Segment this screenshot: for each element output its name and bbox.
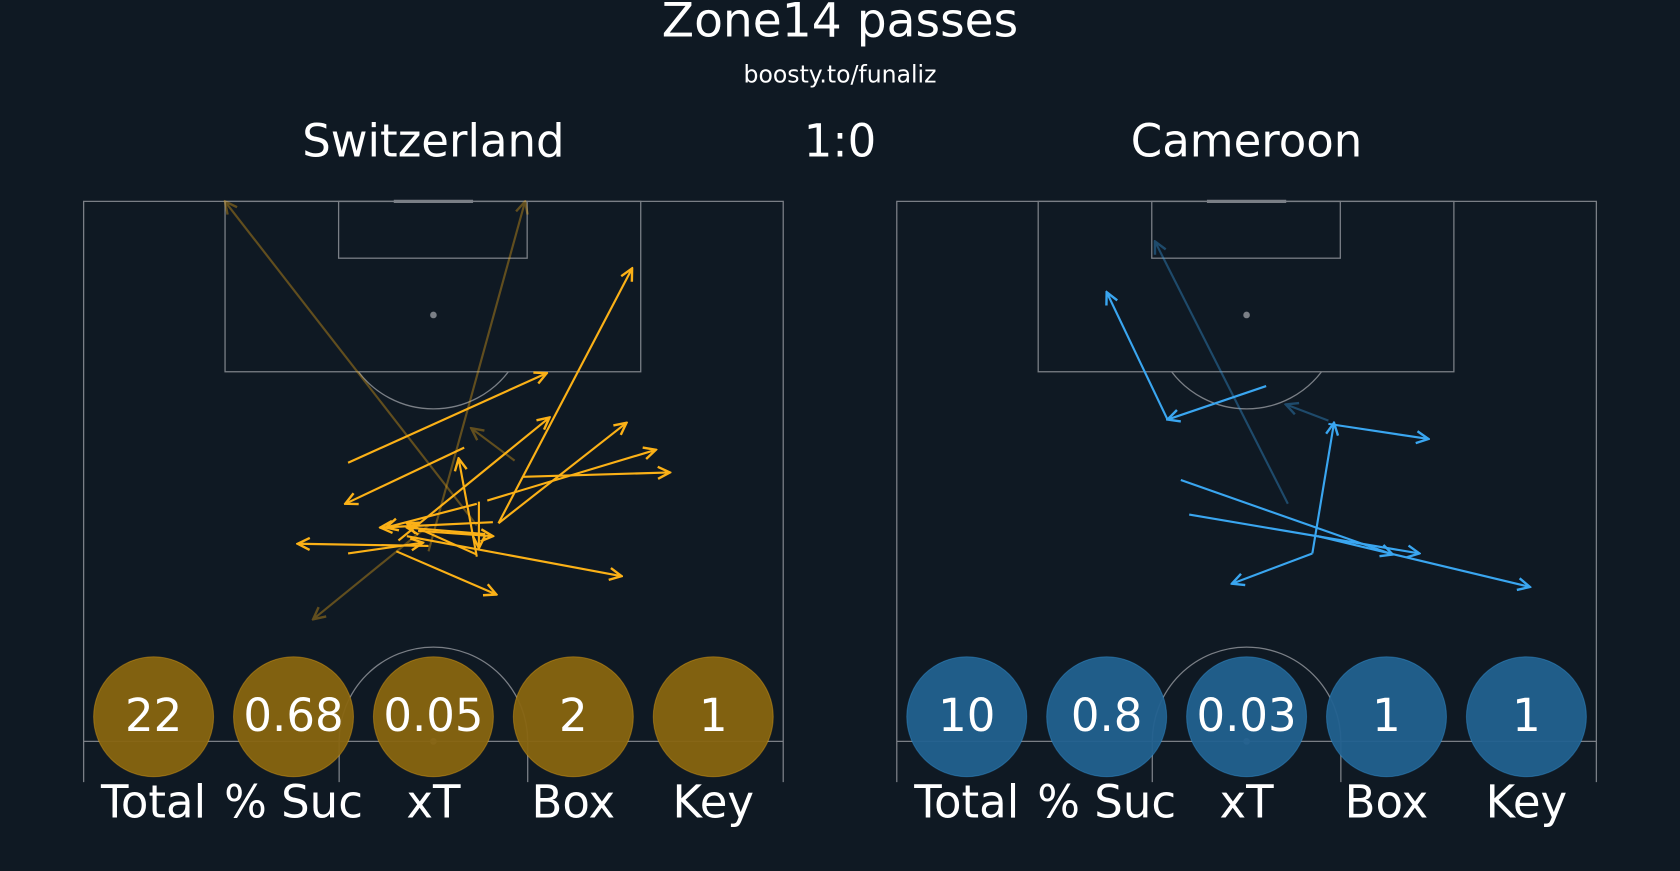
stat-circle: [1465, 656, 1587, 778]
stat-value: 1: [1512, 689, 1541, 742]
stat-circle: [372, 656, 494, 778]
pass-arrow: [497, 268, 632, 524]
stat-value: 0.03: [1196, 689, 1296, 742]
stat-value: 0.05: [383, 689, 483, 742]
stat-label: Box: [532, 776, 616, 829]
six-yard-box: [1151, 200, 1341, 259]
stat-value: 10: [938, 689, 995, 742]
score: 1:0: [804, 115, 876, 168]
pass-arrow: [380, 522, 493, 527]
team-name: Switzerland: [302, 115, 564, 168]
penalty-area: [1037, 200, 1455, 373]
penalty-area: [224, 200, 642, 373]
pass-arrow: [1317, 535, 1530, 587]
stat-value: 2: [559, 689, 588, 742]
subtitle: boosty.to/funaliz: [744, 61, 937, 89]
pass-arrow: [1232, 552, 1313, 583]
stat-circle: [906, 656, 1028, 778]
pass-arrow: [407, 523, 478, 556]
pass-arrow: [313, 524, 430, 619]
penalty-arc: [1171, 371, 1323, 410]
stat-circle: [1186, 656, 1308, 778]
stat-label: xT: [406, 776, 461, 829]
stat-circle: [652, 656, 774, 778]
stat-circle: [512, 656, 634, 778]
pass-arrow: [386, 502, 478, 528]
stat-value: 1: [699, 689, 728, 742]
stat-value: 0.68: [243, 689, 343, 742]
six-yard-box: [337, 200, 528, 259]
pass-arrow: [1168, 385, 1267, 419]
pass-arrow: [1155, 241, 1289, 505]
pass-arrow: [497, 423, 626, 525]
stat-label: Box: [1345, 776, 1429, 829]
pass-arrow: [1311, 423, 1334, 554]
stat-circle: [93, 656, 215, 778]
pass-arrow: [1107, 292, 1169, 421]
pass-arrow: [427, 201, 526, 552]
stat-value: 0.8: [1071, 689, 1143, 742]
pass-arrow: [347, 373, 547, 464]
pass-arrow: [1328, 422, 1428, 439]
pass-arrow: [395, 550, 496, 594]
pass-arrow: [471, 428, 516, 462]
stat-label: Key: [672, 776, 754, 829]
pass-arrow: [1286, 404, 1329, 422]
stat-label: xT: [1220, 776, 1275, 829]
penalty-spot: [430, 311, 437, 319]
pass-arrow: [1189, 513, 1419, 554]
pass-arrow: [522, 472, 670, 476]
stat-circle: [232, 656, 355, 778]
stat-label: % Suc: [1037, 776, 1176, 829]
pass-arrow: [417, 531, 493, 536]
pass-arrow: [406, 535, 622, 576]
pass-arrow: [345, 446, 465, 504]
title: Zone14 passes: [662, 0, 1018, 49]
pass-arrow: [225, 201, 478, 527]
stat-circle: [1325, 656, 1448, 778]
stat-circle: [1046, 656, 1168, 778]
pass-arrow: [347, 543, 423, 555]
penalty-arc: [357, 371, 509, 410]
stat-label: Total: [100, 776, 206, 829]
stat-value: 22: [125, 689, 182, 742]
stat-label: Total: [913, 776, 1019, 829]
pass-arrow: [397, 417, 549, 542]
stat-value: 1: [1372, 689, 1401, 742]
pass-arrow: [298, 544, 429, 546]
stat-label: % Suc: [224, 776, 363, 829]
stat-label: Key: [1486, 776, 1568, 829]
team-name: Cameroon: [1131, 115, 1363, 168]
penalty-spot: [1243, 311, 1250, 319]
